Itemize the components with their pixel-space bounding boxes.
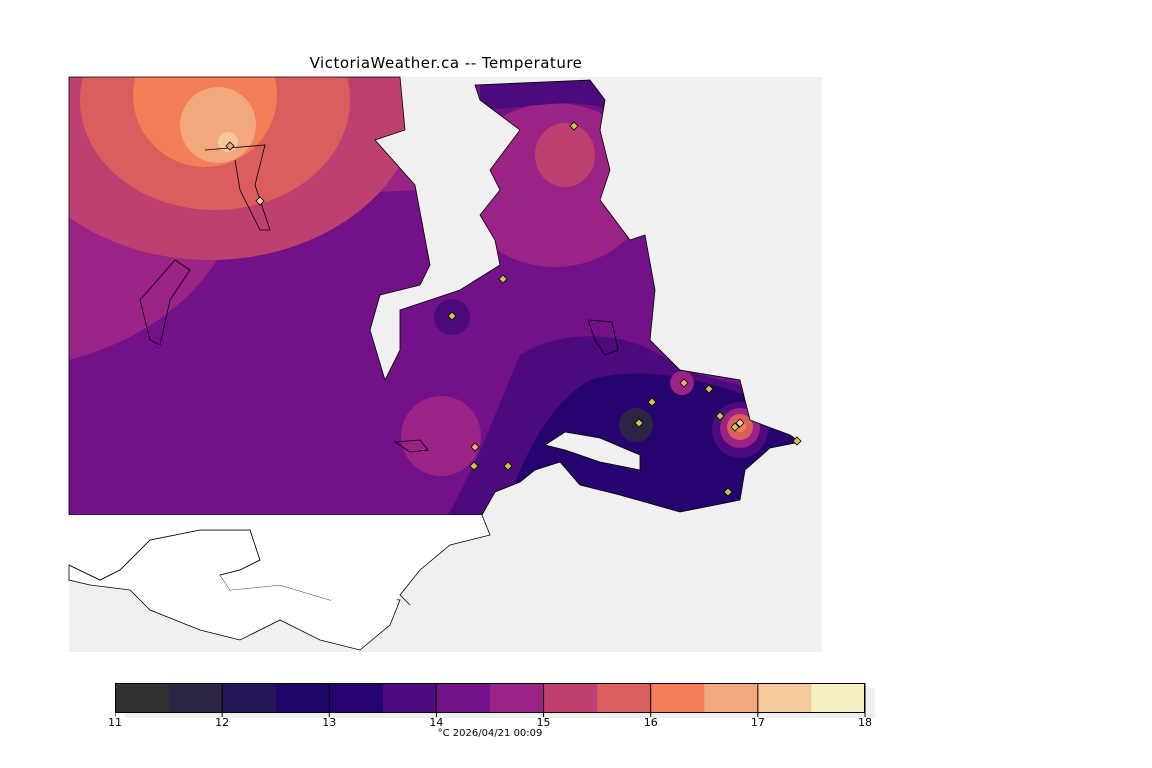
station-marker[interactable] xyxy=(498,274,508,284)
colorbar-cell xyxy=(275,683,330,713)
station-marker[interactable] xyxy=(647,397,657,407)
colorbar-cell xyxy=(543,683,598,713)
station-marker[interactable] xyxy=(735,418,745,428)
station-marker[interactable] xyxy=(704,384,714,394)
colorbar-cell xyxy=(115,683,170,713)
island-outline xyxy=(393,439,429,453)
coastline-south xyxy=(68,529,261,581)
station-marker[interactable] xyxy=(569,121,579,131)
station-marker[interactable] xyxy=(470,442,480,452)
colorbar-tick-label: 15 xyxy=(536,716,551,729)
colorbar-cell xyxy=(650,683,705,713)
inlet xyxy=(544,431,641,471)
island-outline xyxy=(587,319,619,356)
station-marker[interactable] xyxy=(730,422,740,432)
station-markers xyxy=(225,121,802,497)
island-outline xyxy=(139,259,191,346)
colorbar-cell xyxy=(436,683,491,713)
colorbar-tick-label: 13 xyxy=(322,716,337,729)
land-white-area xyxy=(69,515,490,610)
colorbar-tick-label: 17 xyxy=(750,716,765,729)
colorbar-cell xyxy=(490,683,545,713)
station-marker[interactable] xyxy=(469,461,479,471)
station-marker[interactable] xyxy=(447,311,457,321)
station-marker[interactable] xyxy=(723,487,733,497)
coastline-south-east xyxy=(399,514,491,606)
colorbar-tick-label: 12 xyxy=(215,716,230,729)
colorbar-cell xyxy=(382,683,437,713)
colorbar xyxy=(115,683,875,718)
colorbar-cell xyxy=(168,683,223,713)
contour-north-15 xyxy=(535,123,595,187)
station-marker[interactable] xyxy=(715,411,725,421)
colorbar-cell xyxy=(597,683,652,713)
station-marker[interactable] xyxy=(792,436,802,446)
station-marker[interactable] xyxy=(679,378,689,388)
contour-north-edge xyxy=(480,77,610,110)
coastline xyxy=(204,144,271,231)
colorbar-cell xyxy=(704,683,759,713)
colorbar-tick-label: 14 xyxy=(429,716,444,729)
contour-12-cold xyxy=(619,408,653,442)
contour-16.5-17 xyxy=(180,87,256,163)
station-marker[interactable] xyxy=(255,196,265,206)
colorbar-cell xyxy=(757,683,812,713)
colorbar-caption: °C 2026/04/21 00:09 xyxy=(437,728,543,739)
map-title: VictoriaWeather.ca -- Temperature xyxy=(309,54,583,72)
station-marker[interactable] xyxy=(225,141,235,151)
contour-warm-spot xyxy=(401,396,481,476)
station-marker[interactable] xyxy=(634,418,644,428)
colorbar-cell xyxy=(329,683,384,713)
colorbar-cell xyxy=(811,683,866,713)
colorbar-tick-label: 16 xyxy=(643,716,658,729)
colorbar-tick-label: 18 xyxy=(858,716,872,729)
colorbar-tick-label: 11 xyxy=(108,716,122,729)
colorbar-cell xyxy=(222,683,277,713)
station-marker[interactable] xyxy=(503,461,513,471)
